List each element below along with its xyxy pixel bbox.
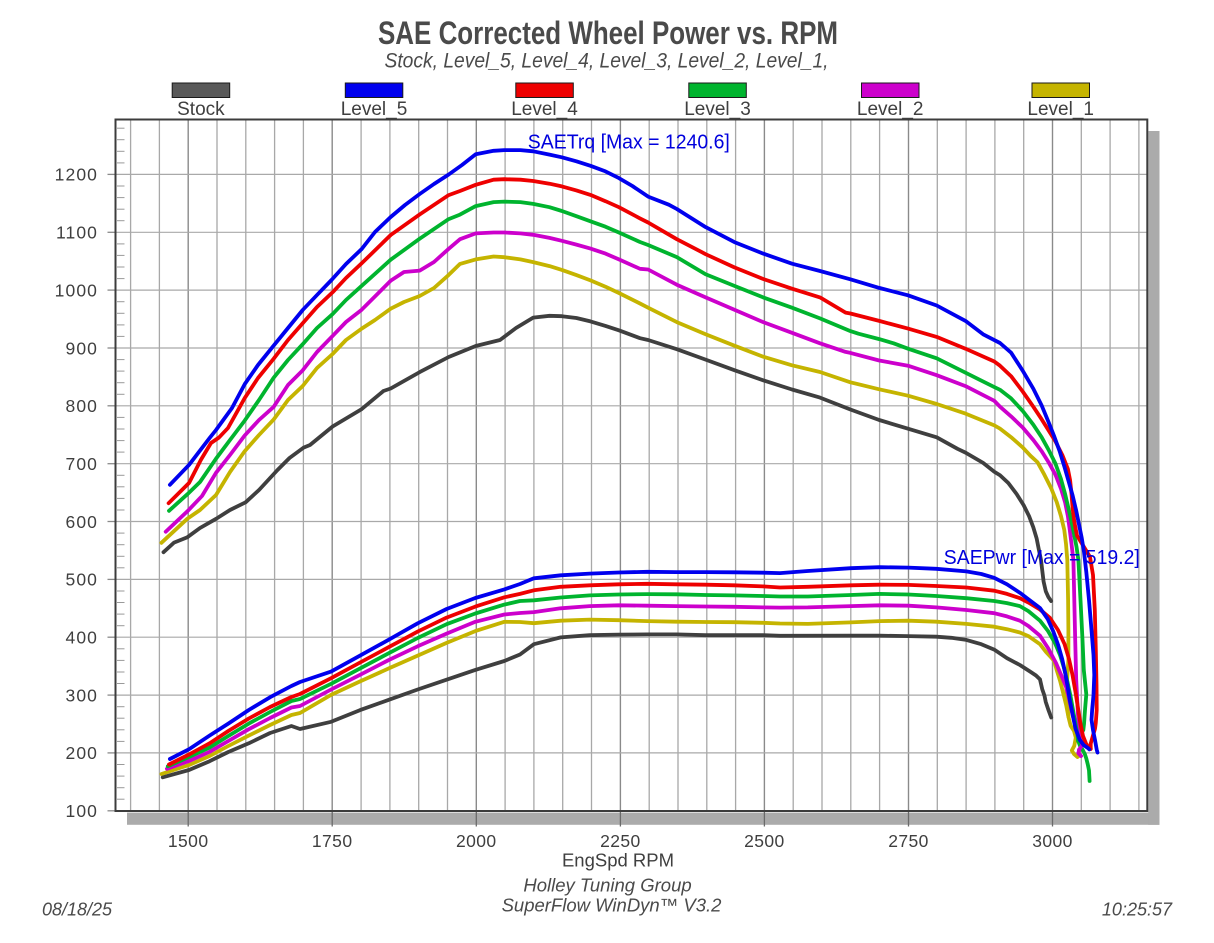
svg-text:300: 300: [66, 685, 99, 705]
svg-text:2250: 2250: [600, 831, 641, 851]
svg-text:100: 100: [66, 801, 99, 821]
svg-text:700: 700: [66, 454, 99, 474]
svg-text:SAETrq [Max = 1240.6]: SAETrq [Max = 1240.6]: [528, 132, 730, 154]
svg-text:SAE Corrected Wheel Power vs.: SAE Corrected Wheel Power vs. RPM: [378, 15, 838, 51]
svg-text:08/18/25: 08/18/25: [42, 900, 113, 920]
svg-text:1500: 1500: [168, 831, 209, 851]
svg-text:600: 600: [66, 512, 99, 532]
svg-text:Level_4: Level_4: [511, 99, 578, 120]
svg-text:200: 200: [66, 743, 99, 763]
svg-text:SAEPwr [Max = 519.2]: SAEPwr [Max = 519.2]: [944, 547, 1140, 569]
svg-text:10:25:57: 10:25:57: [1102, 900, 1173, 920]
svg-text:EngSpd RPM: EngSpd RPM: [562, 850, 674, 871]
svg-text:3000: 3000: [1032, 831, 1073, 851]
svg-text:2000: 2000: [456, 831, 497, 851]
svg-text:800: 800: [66, 396, 99, 416]
svg-text:900: 900: [66, 338, 99, 358]
svg-text:2750: 2750: [888, 831, 929, 851]
svg-text:2500: 2500: [744, 831, 785, 851]
svg-text:1100: 1100: [56, 223, 98, 243]
svg-text:Level_1: Level_1: [1027, 99, 1094, 120]
svg-text:1000: 1000: [55, 280, 98, 300]
svg-text:Holley Tuning Group: Holley Tuning Group: [523, 875, 691, 896]
svg-text:1750: 1750: [312, 831, 353, 851]
svg-text:SuperFlow WinDyn™ V3.2: SuperFlow WinDyn™ V3.2: [502, 895, 723, 916]
svg-text:Stock, Level_5, Level_4, Level: Stock, Level_5, Level_4, Level_3, Level_…: [385, 50, 829, 73]
svg-text:Stock: Stock: [177, 99, 225, 120]
svg-text:1200: 1200: [55, 165, 98, 185]
svg-text:500: 500: [66, 570, 99, 590]
svg-text:400: 400: [66, 628, 99, 648]
svg-text:Level_5: Level_5: [341, 99, 408, 120]
svg-text:Level_3: Level_3: [684, 99, 751, 120]
svg-text:Level_2: Level_2: [857, 99, 924, 120]
